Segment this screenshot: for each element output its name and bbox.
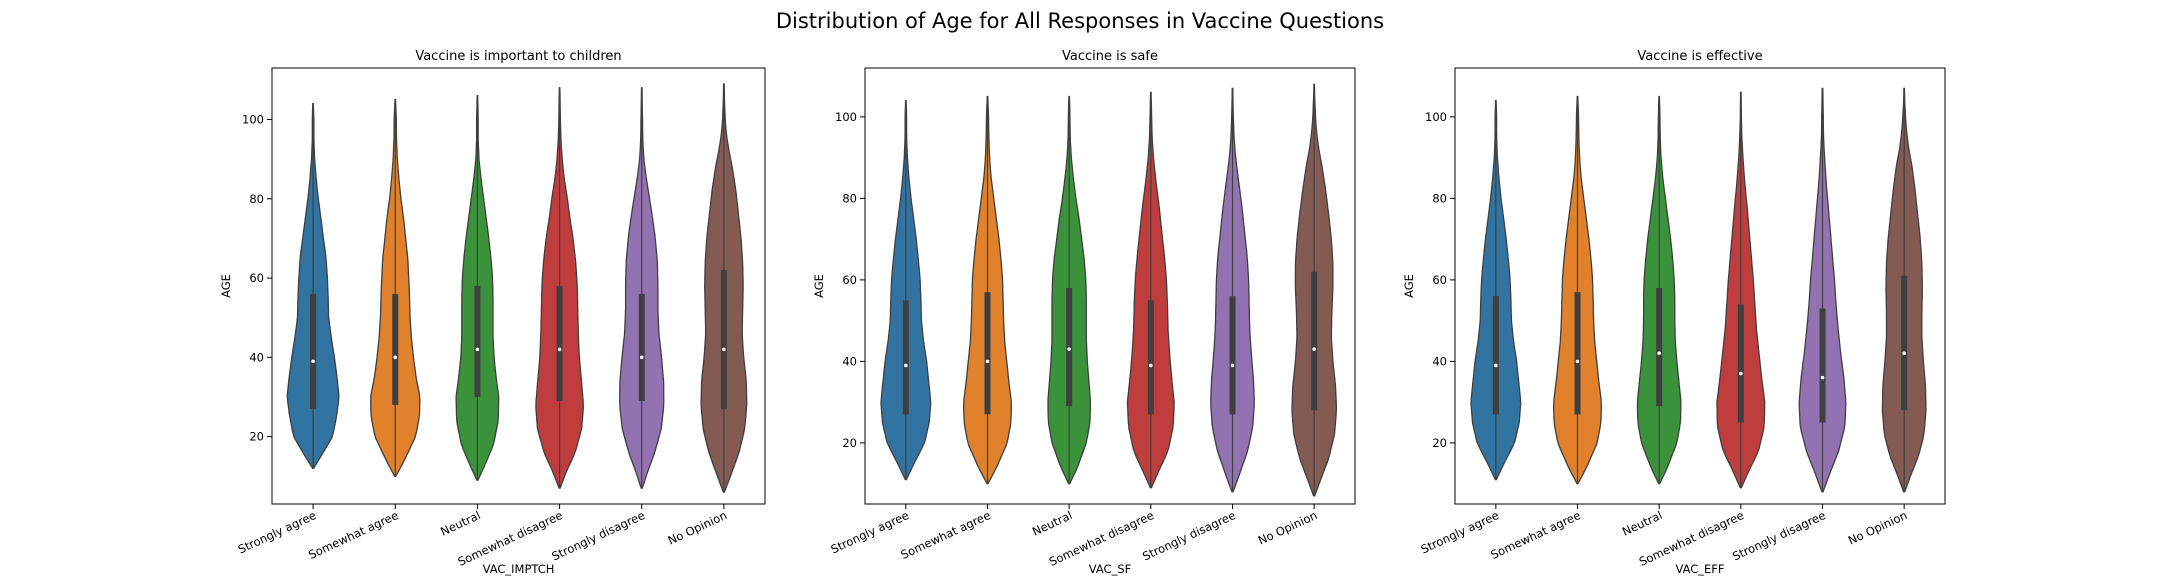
violin-iqr-box (1492, 296, 1499, 415)
y-tick-label: 100 (242, 113, 264, 127)
violin-median (722, 347, 726, 352)
violin-iqr-box (1819, 308, 1826, 423)
violin-median (557, 347, 562, 352)
x-axis-label: VAC_EFF (1675, 562, 1724, 576)
y-tick-label: 20 (249, 430, 264, 444)
y-tick-label: 20 (842, 436, 857, 450)
violin-iqr-box (1311, 271, 1318, 411)
violin-median (1067, 347, 1071, 351)
violin-iqr-box (1066, 288, 1073, 407)
violin-iqr-box (720, 270, 727, 409)
violin-iqr-box (984, 292, 991, 415)
violin-median (904, 363, 908, 368)
violin-median (1739, 371, 1743, 376)
chart-title: Vaccine is effective (1637, 49, 1762, 64)
chart-panel-1: Vaccine is important to children 20 40 60 80… (219, 49, 766, 576)
violin-median (1575, 359, 1580, 364)
y-axis-label: AGE (1402, 274, 1416, 298)
violin-iqr-box (638, 293, 645, 401)
violin-median (639, 355, 644, 360)
violin-iqr-box (1737, 304, 1744, 423)
panels: Vaccine is important to children 20 40 60 80… (219, 49, 1946, 576)
y-tick-label: 80 (1432, 191, 1447, 205)
plot-frame (1454, 67, 1946, 505)
violin-median (1494, 363, 1498, 368)
y-tick-label: 40 (842, 354, 857, 368)
x-tick-label: No Opinion (1256, 508, 1320, 548)
y-tick-label: 60 (842, 273, 857, 287)
violin-median (1230, 363, 1235, 368)
y-axis-label: AGE (219, 274, 233, 298)
x-axis-label: VAC_SF (1089, 562, 1132, 576)
x-tick-label: No Opinion (1846, 508, 1910, 548)
x-tick-label: Somewhat agree (306, 508, 400, 562)
x-tick-label: Strongly disagree (1730, 508, 1827, 563)
x-tick-label: Neutral (1620, 508, 1664, 539)
violin-median (1312, 347, 1316, 351)
x-tick-label: Strongly disagree (1140, 508, 1237, 563)
violin-iqr-box (1901, 275, 1908, 411)
violin-median (311, 359, 315, 364)
violin-median (985, 359, 990, 364)
y-tick-label: 40 (1432, 354, 1447, 368)
violin-iqr-box (392, 293, 399, 405)
violin-median (393, 355, 398, 360)
violin-iqr-box (902, 300, 909, 415)
violin-iqr-box (474, 286, 481, 397)
x-axis-label: VAC_IMPTCH (483, 562, 555, 576)
y-tick-label: 60 (249, 271, 264, 285)
y-tick-label: 100 (835, 110, 857, 124)
y-tick-label: 80 (249, 192, 264, 206)
chart-title: Vaccine is important to children (415, 49, 621, 64)
x-tick-label: Neutral (438, 508, 482, 539)
violin-iqr-box (310, 293, 317, 409)
plot-frame (271, 67, 766, 505)
violin-iqr-box (1656, 288, 1663, 407)
x-tick-label: Strongly disagree (550, 508, 647, 563)
y-tick-label: 80 (842, 191, 857, 205)
violin-median (1657, 351, 1661, 356)
x-tick-label: No Opinion (666, 508, 730, 548)
violin-median (1820, 375, 1825, 380)
figure-suptitle: Distribution of Age for All Responses in… (776, 9, 1384, 33)
chart-title: Vaccine is safe (1062, 49, 1158, 64)
violin-iqr-box (1574, 292, 1581, 415)
y-axis-label: AGE (812, 274, 826, 298)
violin-iqr-box (1147, 300, 1154, 415)
violin-median (1149, 363, 1153, 368)
y-tick-label: 60 (1432, 273, 1447, 287)
violin-median (1902, 351, 1906, 356)
chart-panel-3: Vaccine is effective 20 40 60 80 100 AGE Strong… (1402, 49, 1946, 576)
violin-iqr-box (1229, 296, 1236, 415)
y-tick-label: 20 (1432, 436, 1447, 450)
y-tick-label: 40 (249, 350, 264, 364)
violin-median (475, 347, 480, 352)
y-tick-label: 100 (1425, 110, 1447, 124)
plot-frame (864, 67, 1356, 505)
x-tick-label: Somewhat agree (898, 508, 992, 562)
x-tick-label: Somewhat agree (1488, 508, 1582, 562)
x-tick-label: Neutral (1030, 508, 1074, 539)
violin-iqr-box (556, 286, 563, 401)
